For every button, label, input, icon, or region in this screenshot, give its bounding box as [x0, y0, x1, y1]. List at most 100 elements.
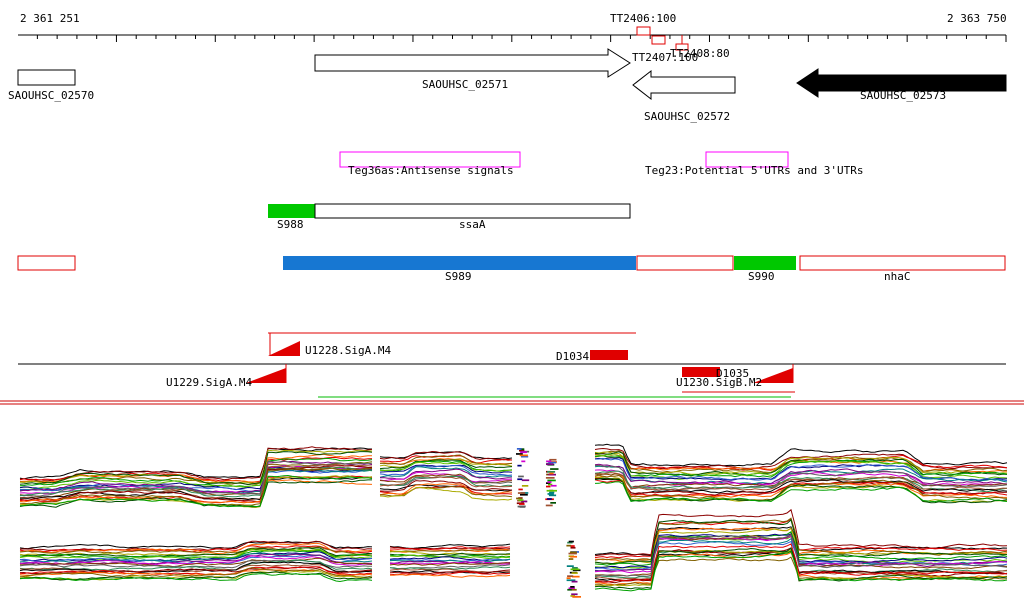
probe-dash: [568, 540, 574, 543]
terminator-d1034-box[interactable]: [590, 350, 628, 360]
segment-left-red-box[interactable]: [17, 255, 76, 271]
lower-expression-panel-line: [594, 543, 1008, 583]
teg36as-antisense-box[interactable]: [339, 151, 521, 168]
probe-dash: [571, 593, 578, 596]
lower-expression-panel-line: [19, 568, 373, 577]
segment-label-s990: S990: [748, 270, 775, 283]
probe-dash: [546, 463, 554, 466]
probe-dash: [518, 475, 524, 478]
gene-label-saouhsc-02571: SAOUHSC_02571: [422, 78, 509, 91]
probe-dash: [516, 453, 523, 455]
upper-expression-panel-line: [594, 476, 1007, 503]
probe-dash: [570, 586, 575, 588]
probe-dash: [570, 551, 577, 554]
lower-expression-panel-line: [594, 517, 1008, 561]
gene-label-saouhsc-02573: SAOUHSC_02573: [860, 89, 947, 102]
promoter-u1229-flag[interactable]: [246, 368, 286, 383]
gene-ssaa-box[interactable]: [314, 203, 631, 219]
upper-expression-panel-line: [594, 447, 1008, 470]
upper-expression-panel-line: [379, 483, 513, 496]
probe-dash: [549, 472, 554, 475]
teg23-utr-box[interactable]: [705, 151, 789, 168]
probe-dash: [571, 575, 580, 578]
lower-expression-panel-line: [19, 550, 373, 559]
promoter-label-u1229: U1229.SigA.M4: [166, 376, 253, 389]
lower-expression-panel-line: [594, 534, 1008, 577]
gene-saouhsc-02573[interactable]: [796, 68, 1007, 98]
upper-expression-panel-line: [379, 465, 513, 476]
rho-terminator-TT2407[interactable]: [651, 35, 666, 45]
lower-expression-panel-line: [594, 533, 1008, 569]
probe-dash: [545, 504, 553, 507]
segment-mid-red-box[interactable]: [636, 255, 734, 271]
terminator-label-tt2408: TT2408:80: [670, 47, 730, 60]
probe-dash: [570, 555, 577, 558]
upper-expression-panel-line: [594, 455, 1008, 478]
probe-dash: [520, 493, 528, 496]
probe-dash: [567, 588, 572, 591]
rho-terminator-TT2406[interactable]: [636, 26, 651, 36]
gene-saouhsc-02571[interactable]: [314, 48, 631, 78]
upper-expression-panel-line: [379, 480, 513, 492]
lower-expression-panel-line: [594, 550, 1008, 582]
probe-dash: [572, 569, 581, 572]
ruler-end-coordinate: 2 363 750: [947, 12, 1007, 25]
probe-dash: [550, 468, 559, 470]
probe-dash: [545, 477, 555, 479]
probe-dash: [570, 545, 575, 547]
lower-expression-panel-line: [594, 556, 1008, 586]
segment-label-s988: S988: [277, 218, 304, 231]
probe-dash: [519, 454, 528, 457]
probe-dash: [571, 588, 577, 591]
segment-label-s989: S989: [445, 270, 472, 283]
lower-expression-panel-line: [594, 518, 1008, 564]
lower-expression-panel-line: [19, 573, 373, 583]
probe-dash: [517, 478, 523, 481]
probe-dash: [568, 587, 575, 590]
probe-dash: [571, 580, 578, 583]
upper-expression-panel-line: [19, 460, 373, 497]
probe-dash: [549, 489, 557, 492]
gene-label-saouhsc-02570: SAOUHSC_02570: [8, 89, 95, 102]
segment-s988-box[interactable]: [268, 204, 315, 218]
upper-expression-panel-line: [594, 481, 1008, 503]
upper-expression-panel-line: [594, 454, 1008, 480]
probe-dash: [521, 460, 526, 463]
gene-saouhsc-02570[interactable]: [17, 69, 76, 86]
probe-dash: [547, 498, 552, 500]
probe-dash: [550, 484, 557, 487]
segment-nhac-box[interactable]: [799, 255, 1006, 271]
probe-dash: [549, 491, 555, 494]
probe-dash: [550, 502, 556, 504]
lower-expression-panel-line: [19, 546, 373, 555]
lower-expression-panel-line: [19, 561, 373, 573]
segment-s990-box[interactable]: [734, 256, 796, 270]
probe-dash: [520, 448, 525, 450]
annotation-label-teg36as: Teg36as:Antisense signals: [348, 164, 514, 177]
lower-expression-panel-line: [389, 573, 511, 578]
probe-dash: [518, 488, 523, 491]
terminator-label-d1035: D1035: [716, 367, 750, 380]
gene-saouhsc-02572[interactable]: [632, 69, 736, 101]
lower-expression-panel-line: [594, 508, 1008, 557]
upper-expression-panel-line: [379, 450, 513, 461]
lower-expression-panel-line: [390, 546, 511, 551]
upper-expression-panel-line: [594, 455, 1008, 473]
probe-dash: [568, 552, 577, 555]
probe-dash: [520, 451, 527, 453]
promoter-u1230-flag[interactable]: [753, 368, 793, 383]
probe-dash: [572, 567, 578, 569]
lower-expression-panel-line: [389, 560, 511, 565]
probe-dash: [548, 494, 557, 497]
promoter-u1228-flag[interactable]: [268, 341, 300, 356]
segment-s989-box[interactable]: [283, 256, 636, 270]
probe-dash: [548, 461, 557, 464]
lower-expression-panel-line: [389, 558, 511, 564]
gene-label-ssaa: ssaA: [459, 218, 486, 231]
probe-dash: [567, 541, 573, 544]
probe-dash: [546, 460, 552, 463]
probe-dash: [519, 505, 526, 508]
probe-dash: [517, 492, 526, 494]
terminator-d1035-box[interactable]: [682, 367, 720, 377]
